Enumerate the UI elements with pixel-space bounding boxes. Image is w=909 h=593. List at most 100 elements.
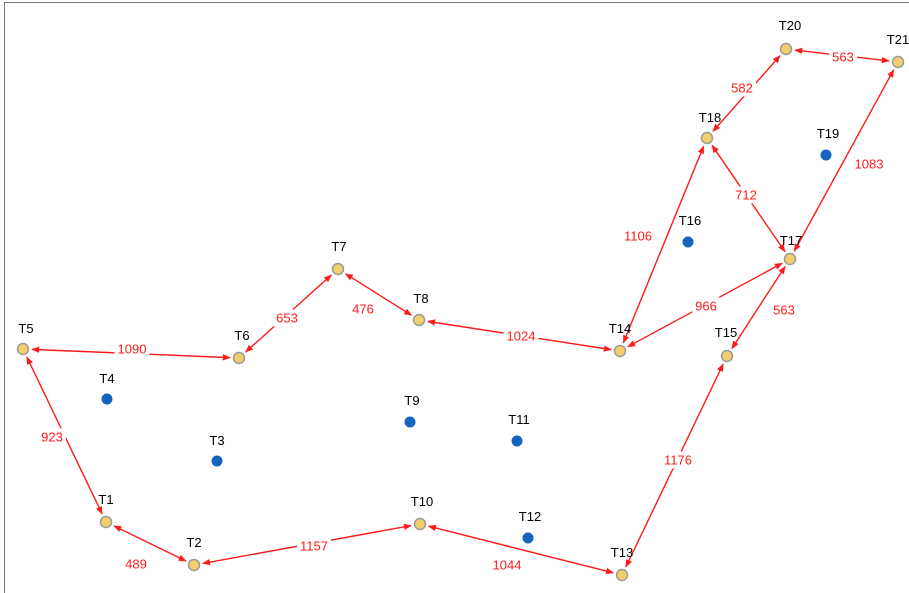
edge-t1-t2: [113, 525, 187, 562]
edge-label-t20-t18: 582: [731, 80, 753, 95]
edge-label-t6-t5: 1090: [118, 341, 147, 356]
active-node-marker: [783, 252, 797, 266]
edges-layer: [26, 47, 895, 575]
active-node-marker: [891, 55, 905, 69]
idle-node-marker: [511, 435, 523, 447]
node-t14: T14: [609, 321, 631, 358]
node-t7: T7: [331, 239, 347, 276]
edge-label-background: [349, 300, 377, 318]
active-node-marker: [187, 558, 201, 572]
edge-label-background: [122, 555, 150, 573]
node-label-t2: T2: [186, 535, 201, 550]
node-label-t19: T19: [817, 126, 839, 141]
node-label-t6: T6: [234, 328, 249, 343]
edge-label-t14-t18: 1106: [624, 228, 652, 243]
edge-label-background: [273, 309, 301, 327]
active-node-marker: [615, 568, 629, 582]
node-label-t13: T13: [611, 545, 633, 560]
edge-label-background: [728, 79, 756, 97]
node-t10: T10: [411, 494, 433, 531]
edge-labels-layer: 923 489 1157 1044 1176 563 966 1106 712 1083 563 58…: [38, 48, 887, 574]
edge-label-t13-t15: 1176: [664, 452, 692, 467]
edge-label-t10-t13: 1044: [493, 557, 522, 572]
edge-t10-t13: [427, 524, 615, 575]
node-label-t20: T20: [779, 18, 801, 33]
node-label-t4: T4: [99, 371, 114, 386]
edge-label-background: [692, 297, 720, 315]
idle-node-marker: [682, 236, 694, 248]
node-t3: T3: [209, 433, 225, 467]
active-node-marker: [720, 349, 734, 363]
node-t21: T21: [887, 32, 909, 69]
node-label-t9: T9: [404, 393, 419, 408]
edge-label-background: [621, 227, 655, 245]
edge-label-t5-t1: 923: [41, 429, 63, 444]
node-t16: T16: [679, 213, 701, 248]
node-label-t15: T15: [715, 325, 737, 340]
node-t9: T9: [404, 393, 420, 428]
node-label-t3: T3: [209, 433, 224, 448]
node-t6: T6: [232, 328, 250, 365]
edge-t17-t21: [793, 69, 895, 252]
node-t20: T20: [779, 18, 801, 56]
node-t12: T12: [519, 509, 541, 544]
edge-label-background: [851, 155, 887, 173]
idle-node-marker: [522, 532, 534, 544]
edge-label-background: [114, 340, 150, 358]
idle-node-marker: [101, 393, 113, 405]
edge-label-t17-t21: 1083: [855, 156, 884, 171]
edge-label-t8-t7: 476: [352, 301, 374, 316]
node-label-t17: T17: [780, 233, 802, 248]
node-t11: T11: [508, 412, 530, 447]
edge-label-t18-t17: 712: [735, 187, 757, 202]
active-node-marker: [613, 344, 627, 358]
active-node-marker: [700, 131, 714, 145]
edge-label-background: [732, 186, 760, 204]
node-t8: T8: [412, 291, 429, 327]
node-label-t10: T10: [411, 494, 433, 509]
node-t13: T13: [611, 545, 633, 582]
active-node-marker: [99, 515, 113, 529]
node-t1: T1: [98, 492, 114, 529]
edge-t14-t18: [622, 145, 705, 344]
edge-t8-t7: [344, 273, 413, 316]
edge-label-t14-t8: 1024: [507, 328, 536, 343]
edge-label-t15-t17: 563: [773, 302, 795, 317]
nodes-layer: T1 T2 T3 T4 T5 T6 T7 T8 T9 T10 T11 T12 T13 T14 T15 T16 T…: [16, 18, 909, 582]
active-node-marker: [412, 313, 426, 327]
diagram-frame: [4, 2, 909, 593]
edge-label-background: [770, 301, 798, 319]
node-label-t5: T5: [18, 321, 33, 336]
idle-node-marker: [211, 455, 223, 467]
edge-label-t7-t6: 653: [276, 310, 298, 325]
node-t18: T18: [699, 110, 721, 145]
node-label-t1: T1: [98, 492, 113, 507]
idle-node-marker: [404, 416, 416, 428]
edge-label-background: [297, 537, 331, 555]
edge-label-background: [38, 428, 66, 446]
active-node-marker: [331, 262, 345, 276]
node-t4: T4: [99, 371, 115, 405]
node-label-t7: T7: [331, 239, 346, 254]
edge-label-background: [661, 451, 695, 469]
active-node-marker: [779, 42, 793, 56]
edge-label-background: [503, 327, 539, 345]
active-node-marker: [413, 517, 427, 531]
node-t17: T17: [780, 233, 802, 266]
node-label-t21: T21: [887, 32, 909, 47]
edge-label-t2-t10: 1157: [300, 538, 328, 553]
node-t5: T5: [16, 321, 34, 356]
node-label-t12: T12: [519, 509, 541, 524]
edge-label-t21-t20: 563: [832, 49, 854, 64]
node-label-t16: T16: [679, 213, 701, 228]
node-label-t8: T8: [413, 291, 428, 306]
edge-label-t1-t2: 489: [125, 556, 147, 571]
edge-label-t17-t14: 966: [695, 298, 717, 313]
node-label-t11: T11: [508, 412, 529, 427]
edge-label-background: [829, 48, 857, 66]
node-label-t14: T14: [609, 321, 631, 336]
idle-node-marker: [820, 149, 832, 161]
node-t15: T15: [715, 325, 737, 363]
node-label-t18: T18: [699, 110, 721, 125]
